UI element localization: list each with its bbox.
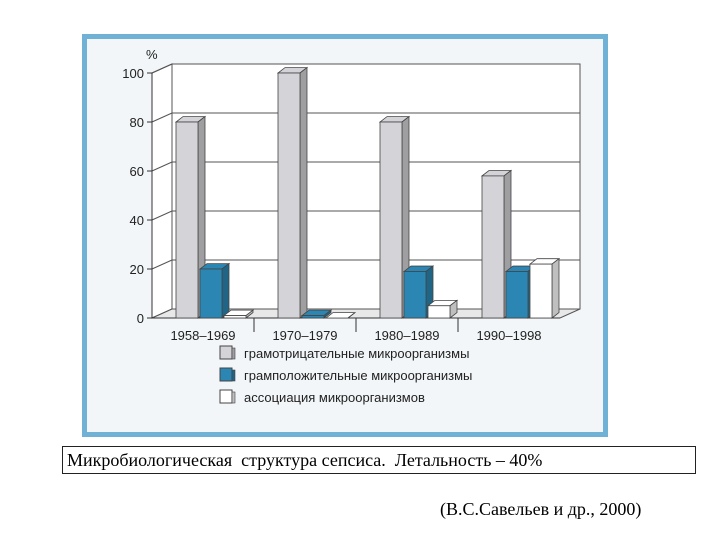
- bar-side: [221, 262, 230, 319]
- bar-2-3: [528, 257, 561, 319]
- bar-1-0: [198, 262, 231, 319]
- legend-swatch-0: [219, 345, 233, 360]
- legend-label-2: ассоциация микроорганизмов: [244, 390, 425, 405]
- gridline-side-80: [151, 112, 173, 123]
- y-axis-label: %: [146, 47, 158, 62]
- y-tick-label: 100: [122, 66, 144, 81]
- legend-label-1: грамположительные микроорганизмы: [244, 368, 472, 383]
- bar-front: [277, 72, 301, 319]
- bar-front: [199, 268, 223, 319]
- bar-2-1: [324, 312, 357, 319]
- legend-swatch-side-1: [231, 369, 236, 382]
- y-tick-label: 20: [130, 262, 144, 277]
- legend-label-0: грамотрицательные микроорганизмы: [244, 346, 469, 361]
- plot-side-wall: [151, 63, 173, 319]
- gridline-side-20: [151, 259, 173, 270]
- bar-2-0: [222, 309, 255, 319]
- source-citation: (В.С.Савельев и др., 2000): [440, 499, 642, 519]
- y-tick-label: 40: [130, 213, 144, 228]
- figure-caption: Микробиологическая структура сепсиса. Ле…: [62, 446, 696, 474]
- x-tick-label: 1990–1998: [476, 328, 541, 343]
- bar-front: [301, 315, 325, 319]
- bar-front: [175, 121, 199, 319]
- bar-0-2: [378, 115, 411, 319]
- bar-front: [481, 175, 505, 319]
- legend-swatch-1: [219, 367, 233, 382]
- y-tick-label: 0: [137, 311, 144, 326]
- x-tick-label: 1970–1979: [272, 328, 337, 343]
- bar-front: [379, 121, 403, 319]
- bar-front: [427, 305, 451, 319]
- bar-side: [347, 312, 356, 319]
- y-tick-label: 60: [130, 164, 144, 179]
- bar-front: [223, 315, 247, 319]
- bar-side: [551, 257, 560, 319]
- bar-side: [299, 66, 308, 319]
- bar-front: [403, 271, 427, 319]
- y-tick-label: 80: [130, 115, 144, 130]
- bar-1-1: [300, 309, 333, 319]
- x-tick-label: 1958–1969: [170, 328, 235, 343]
- x-tick-label: 1980–1989: [374, 328, 439, 343]
- gridline-side-40: [151, 210, 173, 221]
- bar-2-2: [426, 299, 459, 319]
- gridline-side-60: [151, 161, 173, 172]
- gridline-side-100: [151, 63, 173, 74]
- legend-swatch-side-2: [231, 391, 236, 404]
- bar-front: [529, 263, 553, 319]
- legend-swatch-2: [219, 389, 233, 404]
- bar-front: [505, 271, 529, 319]
- legend-swatch-side-0: [231, 347, 236, 360]
- bar-0-1: [276, 66, 309, 319]
